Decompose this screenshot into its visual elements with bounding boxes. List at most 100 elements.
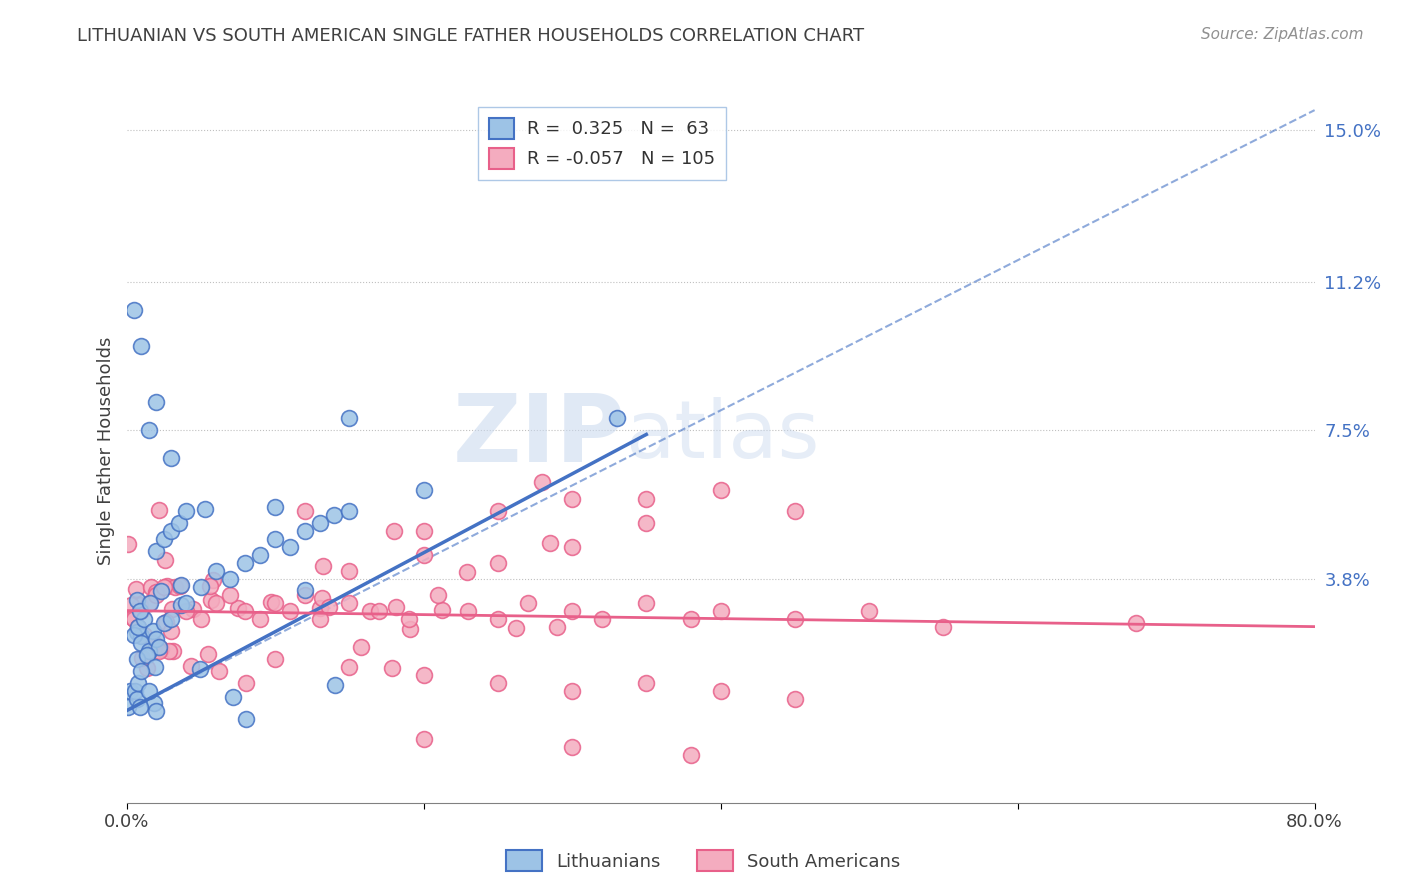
Point	[146, 639, 169, 653]
Point	[531, 475, 554, 490]
Point	[486, 675, 509, 690]
Point	[412, 667, 434, 681]
Point	[142, 635, 165, 649]
Point	[136, 661, 159, 675]
Point	[636, 491, 658, 506]
Point	[226, 600, 249, 615]
Point	[235, 712, 257, 726]
Point	[122, 303, 145, 318]
Point	[150, 641, 173, 656]
Point	[412, 548, 434, 562]
Point	[152, 580, 174, 594]
Point	[136, 648, 159, 662]
Point	[278, 540, 301, 554]
Point	[145, 395, 167, 409]
Point	[145, 704, 167, 718]
Point	[710, 604, 733, 618]
Point	[783, 612, 806, 626]
Point	[486, 503, 509, 517]
Point	[384, 599, 406, 614]
Point	[323, 678, 346, 692]
Point	[160, 451, 183, 466]
Point	[152, 615, 174, 630]
Point	[129, 598, 152, 612]
Point	[1125, 615, 1147, 630]
Legend: Lithuanians, South Americans: Lithuanians, South Americans	[498, 843, 908, 879]
Point	[311, 591, 333, 605]
Point	[127, 619, 149, 633]
Point	[131, 604, 153, 618]
Point	[138, 683, 160, 698]
Y-axis label: Single Father Households: Single Father Households	[97, 336, 115, 565]
Point	[359, 604, 381, 618]
Point	[294, 588, 316, 602]
Point	[117, 537, 139, 551]
Point	[235, 676, 257, 690]
Point	[174, 596, 197, 610]
Point	[932, 619, 955, 633]
Point	[139, 580, 162, 594]
Point	[160, 612, 183, 626]
Point	[174, 503, 197, 517]
Point	[412, 731, 434, 746]
Point	[505, 622, 527, 636]
Point	[156, 579, 179, 593]
Point	[311, 559, 333, 574]
Point	[125, 691, 148, 706]
Point	[561, 604, 583, 618]
Point	[636, 596, 658, 610]
Point	[160, 601, 183, 615]
Point	[233, 604, 257, 618]
Point	[167, 516, 190, 530]
Point	[337, 503, 360, 517]
Point	[194, 502, 217, 516]
Point	[219, 588, 242, 602]
Point	[188, 661, 211, 675]
Point	[129, 604, 152, 618]
Point	[138, 643, 160, 657]
Point	[561, 683, 583, 698]
Point	[219, 572, 242, 586]
Point	[260, 595, 283, 609]
Point	[710, 483, 733, 498]
Point	[308, 516, 330, 530]
Point	[117, 700, 139, 714]
Point	[337, 659, 360, 673]
Point	[170, 599, 193, 613]
Point	[561, 491, 583, 506]
Point	[249, 612, 271, 626]
Point	[145, 585, 167, 599]
Point	[155, 615, 177, 629]
Point	[381, 661, 404, 675]
Point	[180, 659, 202, 673]
Point	[486, 612, 509, 626]
Point	[264, 596, 287, 610]
Point	[149, 583, 172, 598]
Point	[606, 411, 628, 425]
Point	[264, 532, 287, 546]
Point	[155, 553, 177, 567]
Point	[278, 604, 301, 618]
Point	[221, 690, 243, 704]
Point	[138, 424, 160, 438]
Point	[207, 665, 229, 679]
Point	[125, 651, 148, 665]
Point	[204, 596, 226, 610]
Point	[170, 578, 193, 592]
Point	[160, 624, 183, 638]
Point	[120, 684, 142, 698]
Point	[145, 543, 167, 558]
Point	[145, 632, 167, 646]
Point	[783, 503, 806, 517]
Point	[122, 612, 145, 626]
Point	[202, 573, 225, 587]
Point	[679, 747, 702, 762]
Point	[294, 524, 316, 538]
Text: LITHUANIAN VS SOUTH AMERICAN SINGLE FATHER HOUSEHOLDS CORRELATION CHART: LITHUANIAN VS SOUTH AMERICAN SINGLE FATH…	[77, 27, 865, 45]
Point	[190, 580, 212, 594]
Point	[457, 604, 479, 618]
Point	[308, 612, 330, 626]
Point	[200, 592, 222, 607]
Text: Source: ZipAtlas.com: Source: ZipAtlas.com	[1201, 27, 1364, 42]
Point	[399, 622, 422, 636]
